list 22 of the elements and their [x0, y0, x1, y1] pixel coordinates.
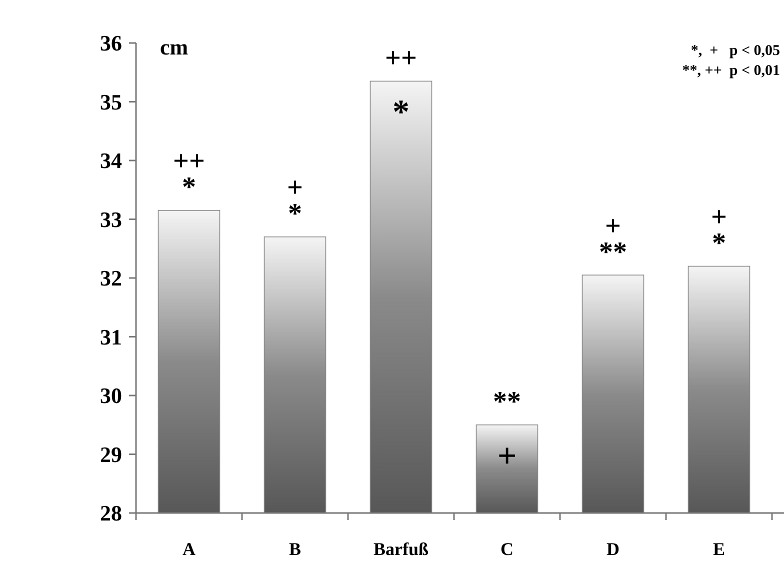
y-tick-label: 29	[100, 442, 122, 467]
annotation: **	[493, 386, 521, 418]
annotation: *, + p < 0,05	[690, 43, 780, 59]
y-axis-title: cm	[160, 34, 188, 60]
y-tick-label: 31	[100, 324, 122, 350]
y-tick-label: 36	[100, 30, 122, 56]
x-tick-label: B	[288, 539, 302, 559]
x-tick-label: E	[712, 539, 726, 559]
data-label: *	[392, 94, 410, 132]
x-tick-label: Barfuß	[373, 539, 429, 559]
annotation: **, ++ p < 0,01	[682, 63, 780, 79]
x-tick-label: D	[606, 539, 620, 559]
data-label: +	[497, 438, 517, 475]
y-tick-label: 28	[100, 500, 122, 526]
annotation: ++	[385, 42, 417, 74]
x-tick-label: A	[182, 539, 196, 559]
x-tick-label: C	[500, 539, 514, 559]
y-tick-label: 33	[100, 206, 122, 232]
y-tick-label: 30	[100, 383, 122, 408]
y-tick-label: 34	[100, 148, 122, 174]
y-tick-label: 35	[100, 89, 122, 114]
y-tick-label: 32	[100, 266, 122, 291]
